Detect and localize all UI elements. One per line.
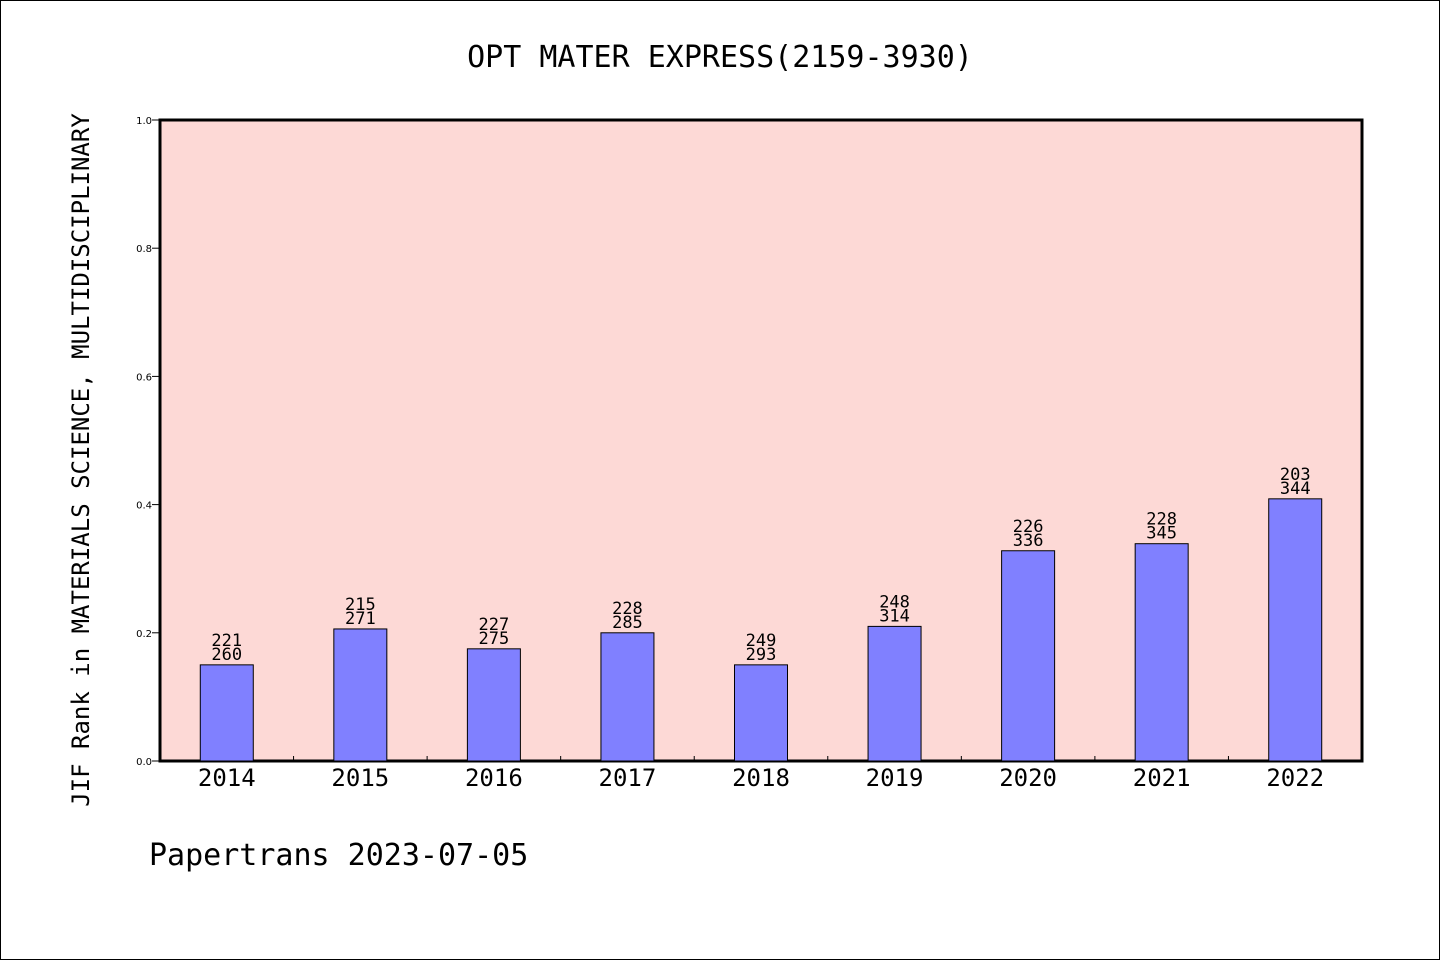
- x-tick-label: 2021: [1133, 764, 1191, 792]
- y-tick-label: 0.6: [136, 372, 152, 383]
- bar-2017: [600, 632, 655, 762]
- bar-label-bottom: 314: [879, 606, 910, 626]
- bar-label-bottom: 285: [612, 613, 643, 633]
- bar-label-top: 228: [612, 599, 643, 619]
- chart-title: OPT MATER EXPRESS(2159-3930): [467, 40, 973, 75]
- y-tick-label: 1.0: [136, 116, 152, 127]
- y-tick-label: 0.0: [136, 757, 152, 768]
- bar-label-top: 221: [211, 631, 242, 651]
- bar-2019: [867, 625, 922, 762]
- y-axis-label: JIF Rank in MATERIALS SCIENCE, MULTIDISC…: [67, 113, 95, 807]
- bar-label-bottom: 275: [479, 629, 510, 649]
- bar-2014: [199, 664, 254, 762]
- bar-label-top: 227: [479, 615, 510, 635]
- y-tick-label: 0.8: [136, 244, 152, 255]
- x-tick-labels-group: 2014 2015 2016 2017 2018 2019 2020 2021 2022: [198, 764, 1324, 792]
- bars-group: [199, 498, 1323, 762]
- bar-label-top: 203: [1280, 465, 1311, 485]
- x-tick-label: 2017: [599, 764, 657, 792]
- y-tick-label: 0.2: [136, 629, 152, 640]
- x-tick-label: 2014: [198, 764, 256, 792]
- bar-2018: [734, 664, 788, 762]
- bar-label-top: 226: [1013, 517, 1044, 537]
- x-axis-ticks: [293, 756, 1229, 761]
- bar-2020: [1001, 550, 1056, 762]
- bar-2021: [1134, 543, 1189, 762]
- bar-label-bottom: 345: [1146, 524, 1177, 544]
- bar-2016: [466, 648, 521, 762]
- x-tick-label: 2020: [999, 764, 1057, 792]
- x-tick-label: 2018: [732, 764, 790, 792]
- bar-label-bottom: 344: [1280, 479, 1311, 499]
- y-tick-label: 0.4: [136, 501, 152, 512]
- bar-2022: [1268, 498, 1323, 762]
- bar-label-bottom: 271: [345, 609, 376, 629]
- x-tick-label: 2019: [866, 764, 924, 792]
- bar-label-bottom: 293: [746, 645, 777, 665]
- x-tick-label: 2015: [331, 764, 389, 792]
- footer-text: Papertrans 2023-07-05: [149, 838, 528, 873]
- y-axis-ticks: 0.0 0.2 0.4 0.6 0.8 1.0: [136, 116, 160, 768]
- x-tick-label: 2022: [1266, 764, 1324, 792]
- bar-label-top: 248: [879, 592, 910, 612]
- bar-label-bottom: 336: [1013, 531, 1044, 551]
- x-tick-label: 2016: [465, 764, 523, 792]
- bar-label-top: 228: [1146, 510, 1177, 530]
- bar-2015: [333, 628, 388, 762]
- bar-label-bottom: 260: [211, 645, 242, 665]
- bar-label-top: 215: [345, 595, 376, 615]
- bar-label-top: 249: [746, 631, 777, 651]
